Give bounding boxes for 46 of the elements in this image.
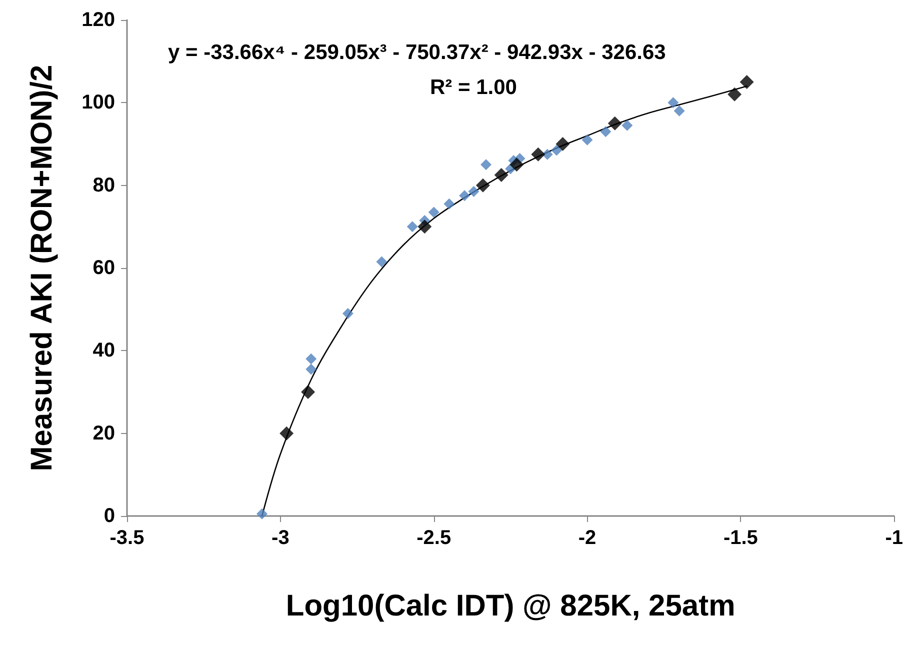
point [256,508,268,520]
point [600,126,612,138]
point [306,364,317,375]
x-tick-label: -3 [272,527,290,549]
point [556,137,570,151]
y-tick-label: 20 [92,422,115,444]
point [608,116,622,130]
point [582,134,593,146]
point [480,159,492,170]
point [301,385,316,399]
point [668,97,679,108]
point [406,221,418,232]
x-tick-label: -1 [885,527,904,549]
y-tick-label: 40 [92,340,115,362]
point [418,220,432,234]
point [622,120,633,131]
point [280,426,294,440]
point [531,147,546,162]
annotation: R² = 1.00 [430,76,517,99]
y-tick-label: 80 [92,174,115,196]
point [306,353,317,364]
y-tick-label: 120 [82,9,115,31]
point [376,256,388,268]
point [476,178,490,192]
y-tick-label: 60 [92,257,115,279]
y-axis-title: Measured AKI (RON+MON)/2 [26,64,58,472]
point [342,308,354,319]
y-tick-label: 0 [104,505,115,527]
point [444,198,455,210]
point [728,87,742,102]
x-axis-title: Log10(Calc IDT) @ 825K, 25atm [286,590,736,622]
y-tick-label: 100 [82,92,115,114]
x-tick-label: -3.5 [110,527,144,549]
point [542,148,553,160]
point [494,168,508,182]
x-tick-label: -2 [578,527,596,549]
x-tick-label: -1.5 [723,527,758,549]
point [428,206,440,218]
point [459,190,470,202]
x-tick-label: -2.5 [416,527,452,549]
point [674,105,685,116]
point [551,144,562,156]
point [510,158,524,172]
point [468,186,480,198]
point [740,75,754,89]
annotation: y = -33.66x⁴ - 259.05x³ - 750.37x² - 942.93x - 326.63 [168,41,666,64]
